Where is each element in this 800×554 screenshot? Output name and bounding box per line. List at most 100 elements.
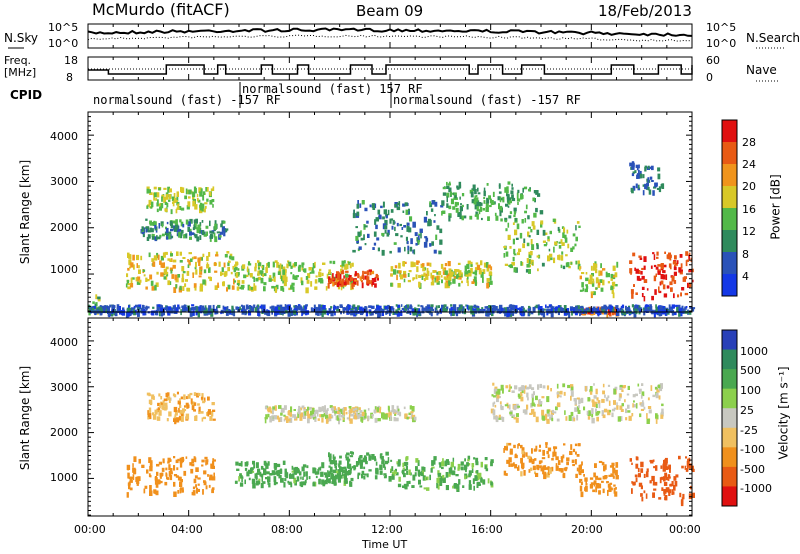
power-data-cell	[354, 306, 358, 312]
velocity-data-cell	[388, 411, 392, 418]
power-data-cell	[524, 309, 528, 313]
power-data-cell	[364, 207, 368, 212]
power-data-cell	[322, 308, 325, 313]
power-data-cell	[439, 228, 443, 234]
power-data-cell	[492, 191, 495, 197]
power-data-cell	[206, 262, 209, 266]
velocity-data-cell	[149, 460, 153, 463]
velocity-data-cell	[521, 462, 525, 469]
velocity-data-cell	[598, 490, 601, 495]
velocity-data-cell	[332, 406, 336, 411]
power-data-cell	[189, 258, 193, 262]
power-data-cell	[633, 284, 635, 287]
power-data-cell	[450, 269, 453, 273]
power-data-cell	[468, 306, 471, 310]
velocity-data-cell	[545, 442, 548, 445]
power-colorbar	[721, 119, 738, 297]
velocity-data-cell	[564, 410, 566, 415]
vel-tick-100: 100	[740, 384, 761, 397]
power-data-cell	[187, 259, 189, 263]
power-data-cell	[235, 261, 238, 266]
velocity-data-cell	[193, 409, 196, 412]
power-data-cell	[164, 231, 168, 235]
velocity-data-cell	[166, 397, 169, 401]
power-data-cell	[155, 198, 158, 201]
power-data-cell	[431, 280, 434, 285]
power-data-cell	[662, 274, 666, 280]
power-data-cell	[372, 247, 375, 250]
velocity-data-cell	[592, 489, 595, 493]
velocity-data-cell	[169, 474, 173, 481]
power-data-cell	[688, 269, 692, 273]
power-data-cell	[396, 206, 401, 211]
velocity-data-cell	[203, 481, 207, 486]
power-data-cell	[163, 187, 167, 190]
power-data-cell	[562, 265, 566, 270]
velocity-data-cell	[663, 489, 667, 494]
power-data-cell	[453, 192, 457, 198]
velocity-data-cell	[341, 470, 344, 476]
power-data-cell	[354, 309, 356, 314]
velocity-data-cell	[358, 407, 361, 411]
power-data-cell	[563, 227, 566, 234]
velocity-data-cell	[559, 395, 562, 398]
power-data-cell	[423, 216, 428, 223]
power-data-cell	[406, 240, 409, 245]
velocity-data-cell	[351, 466, 355, 469]
velocity-data-cell	[634, 393, 638, 397]
power-data-cell	[216, 306, 218, 313]
velocity-data-cell	[578, 398, 581, 404]
velocity-data-cell	[639, 413, 642, 418]
power-data-cell	[691, 279, 694, 283]
velocity-data-cell	[415, 458, 419, 463]
velocity-data-cell	[672, 491, 675, 495]
power-data-cell	[418, 281, 421, 288]
velocity-data-cell	[618, 398, 621, 401]
power-data-cell	[282, 266, 286, 272]
velocity-colorbar-segment	[722, 447, 737, 468]
velocity-data-cell	[297, 408, 301, 414]
power-data-cell	[184, 283, 187, 287]
power-data-cell	[409, 306, 411, 310]
power-data-cell	[224, 271, 228, 276]
power-data-cell	[410, 238, 413, 245]
power-data-cell	[283, 307, 287, 310]
cpid-segment-1: normalsound (fast) -157 RF	[93, 93, 281, 107]
power-data-cell	[509, 264, 513, 269]
power-data-cell	[607, 281, 610, 284]
velocity-data-cell	[417, 471, 422, 476]
power-data-cell	[283, 280, 287, 287]
velocity-data-cell	[403, 473, 406, 478]
velocity-data-cell	[573, 398, 577, 402]
velocity-data-cell	[659, 477, 662, 484]
power-data-cell	[140, 308, 144, 314]
velocity-data-cell	[614, 491, 618, 497]
velocity-data-cell	[291, 465, 294, 470]
velocity-data-cell	[508, 461, 510, 467]
power-data-cell	[356, 203, 360, 209]
power-data-cell	[422, 307, 425, 314]
velocity-data-cell	[602, 414, 606, 419]
velocity-data-cell	[417, 460, 420, 466]
power-data-cell	[542, 240, 546, 243]
power-data-cell	[370, 280, 372, 285]
power-data-cell	[452, 310, 455, 316]
power-data-cell	[593, 291, 596, 296]
power-data-cell	[431, 241, 434, 246]
power-data-cell	[537, 304, 540, 310]
power-data-cell	[256, 304, 260, 308]
power-data-cell	[648, 306, 653, 312]
velocity-data-cell	[403, 483, 407, 489]
power-data-cell	[228, 255, 231, 259]
velocity-data-cell	[265, 414, 268, 418]
power-data-cell	[483, 187, 486, 193]
power-data-cell	[471, 281, 475, 284]
velocity-data-cell	[235, 461, 239, 466]
power-data-cell	[475, 305, 479, 310]
power-data-cell	[279, 274, 282, 280]
power-data-cell	[473, 201, 477, 205]
power-data-cell	[414, 232, 418, 237]
power-data-cell	[181, 307, 186, 312]
power-data-cell	[675, 304, 679, 308]
power-data-cell	[561, 251, 564, 255]
